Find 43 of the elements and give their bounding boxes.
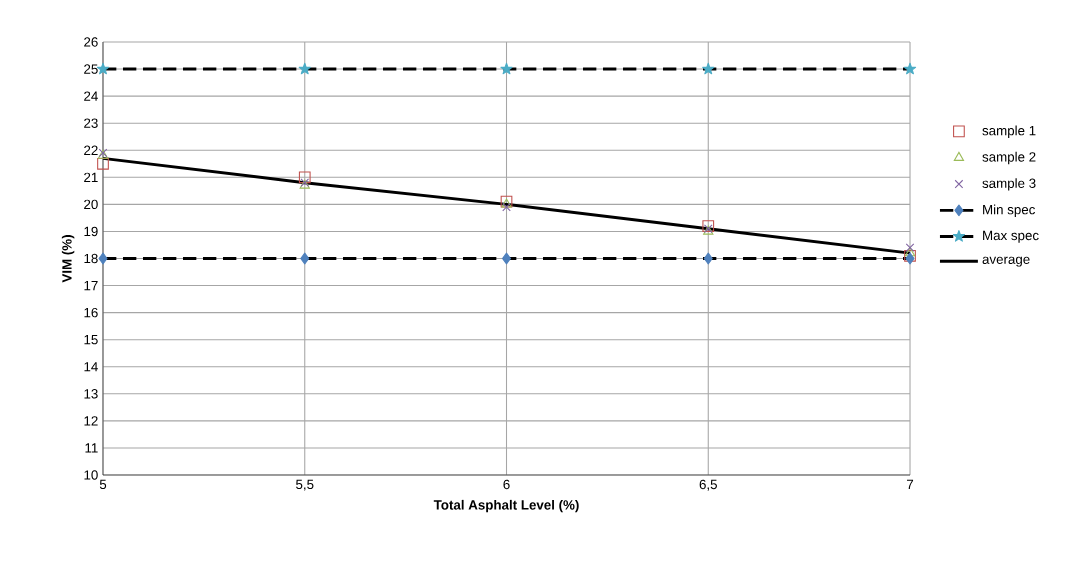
y-tick-label: 14 (84, 362, 98, 372)
y-tick-label: 20 (84, 199, 98, 210)
point (298, 62, 311, 75)
x-tick-label: 5 (99, 479, 107, 490)
legend-label: sample 3 (982, 178, 1036, 191)
point (300, 252, 310, 265)
point (502, 202, 511, 212)
point (501, 252, 512, 265)
point (905, 243, 915, 252)
point (904, 247, 916, 257)
point (298, 171, 311, 184)
x-tick-label: 6 (503, 479, 510, 490)
point (98, 252, 108, 265)
y-tick-label: 24 (84, 91, 98, 101)
point (703, 252, 713, 265)
y-tick-label: 25 (84, 64, 98, 74)
x-tick-label: 6,5 (699, 479, 717, 491)
legend-label: sample 1 (982, 125, 1036, 138)
point (500, 62, 513, 75)
x-axis-title: Total Asphalt Level (%) (433, 499, 579, 513)
point (702, 62, 715, 75)
y-tick-label: 21 (84, 172, 98, 182)
legend-label: Min spec (983, 204, 1036, 217)
y-tick-label: 19 (84, 226, 98, 237)
y-tick-label: 13 (84, 389, 98, 399)
y-axis-title: VIM (%) (61, 235, 75, 283)
point (702, 220, 715, 232)
y-tick-label: 17 (84, 280, 98, 291)
y-tick-label: 11 (85, 443, 98, 453)
legend-label: sample 2 (982, 151, 1036, 165)
x-tick-label: 7 (906, 479, 914, 489)
y-tick-label: 22 (84, 145, 98, 155)
y-tick-label: 16 (84, 307, 98, 318)
point (903, 62, 917, 75)
y-tick-label: 12 (84, 416, 98, 426)
y-tick-label: 15 (84, 335, 98, 345)
y-tick-label: 26 (84, 37, 98, 47)
legend-label: average (982, 256, 1030, 267)
y-tick-label: 23 (84, 118, 98, 128)
x-tick-label: 5,5 (296, 479, 314, 491)
y-tick-label: 10 (84, 470, 98, 480)
legend-label: Max spec (983, 230, 1039, 243)
y-tick-label: 18 (84, 253, 98, 264)
